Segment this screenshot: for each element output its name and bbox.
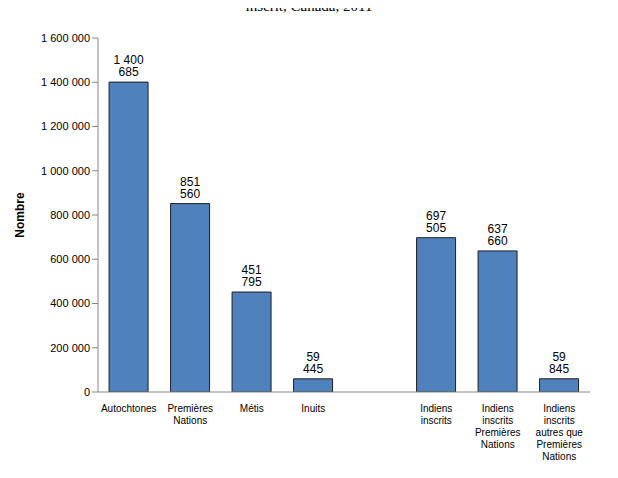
svg-text:451795: 451795 [242, 263, 262, 289]
svg-text:697505: 697505 [426, 209, 446, 235]
svg-text:200 000: 200 000 [50, 342, 90, 354]
svg-text:600 000: 600 000 [50, 253, 90, 265]
svg-text:1 000 000: 1 000 000 [41, 165, 90, 177]
svg-text:Métis: Métis [240, 403, 264, 414]
svg-text:800 000: 800 000 [50, 209, 90, 221]
svg-text:IndiensinscritsPremièresNation: IndiensinscritsPremièresNations [475, 403, 521, 450]
svg-text:1 400 000: 1 400 000 [41, 76, 90, 88]
svg-text:Indiensinscritsautres quePremi: Indiensinscritsautres quePremièresNation… [536, 403, 584, 462]
svg-text:400 000: 400 000 [50, 297, 90, 309]
svg-text:Autochtones: Autochtones [101, 403, 157, 414]
svg-text:59845: 59845 [549, 350, 569, 376]
svg-text:0: 0 [84, 386, 90, 398]
svg-text:851560: 851560 [180, 175, 200, 201]
svg-text:PremièresNations: PremièresNations [167, 403, 213, 426]
svg-text:Indiensinscrits: Indiensinscrits [420, 403, 452, 426]
svg-text:1 400685: 1 400685 [114, 53, 144, 79]
svg-text:1 600 000: 1 600 000 [41, 32, 90, 44]
svg-text:59445: 59445 [303, 350, 323, 376]
svg-text:1 200 000: 1 200 000 [41, 120, 90, 132]
svg-text:637660: 637660 [488, 222, 508, 248]
svg-text:Inuits: Inuits [301, 403, 325, 414]
svg-text:Nombre: Nombre [13, 192, 27, 238]
